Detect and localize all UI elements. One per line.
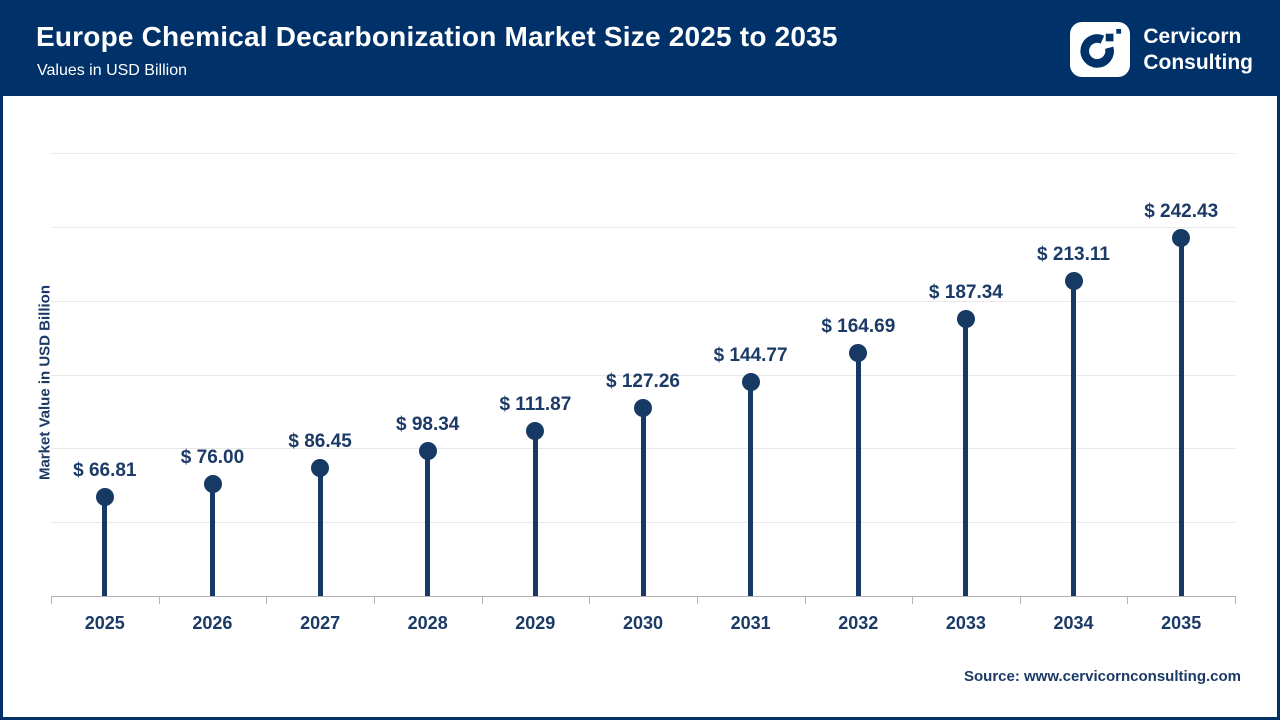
x-axis-tick bbox=[912, 596, 914, 604]
x-tick-label: 2027 bbox=[300, 613, 341, 633]
chart-area: Market Value in USD Billion $ 66.81 2025 $… bbox=[3, 98, 1277, 717]
lollipop-stem bbox=[317, 468, 323, 596]
x-tick-label: 2028 bbox=[407, 613, 448, 633]
lollipop-stem bbox=[1071, 281, 1076, 596]
lollipop-stem bbox=[855, 352, 861, 596]
lollipop-dot bbox=[1064, 272, 1083, 291]
x-axis-tick bbox=[373, 596, 375, 604]
lollipop-dot bbox=[418, 441, 437, 460]
source-text: Source: www.cervicornconsulting.com bbox=[963, 668, 1241, 685]
x-tick-label: 2033 bbox=[945, 613, 986, 633]
brand-name-line2: Consulting bbox=[1143, 50, 1253, 74]
x-tick-label: 2032 bbox=[838, 613, 879, 633]
logo-c-icon bbox=[1080, 28, 1122, 68]
x-tick-label: 2026 bbox=[192, 613, 233, 633]
x-axis-tick bbox=[1127, 596, 1129, 604]
gridline bbox=[51, 153, 1235, 154]
brand-logo: Cervicorn Consulting bbox=[1070, 3, 1253, 96]
value-label: $ 98.34 bbox=[395, 413, 460, 435]
lollipop-dot bbox=[849, 343, 868, 362]
plot-region: $ 66.81 2025 $ 76.00 2026 $ 86.45 2027 $ 98.34… bbox=[3, 98, 1277, 717]
lollipop-stem bbox=[748, 382, 754, 596]
value-label: $ 242.43 bbox=[1144, 201, 1219, 222]
lollipop-stem bbox=[425, 450, 431, 596]
value-label: $ 213.11 bbox=[1037, 244, 1110, 266]
lollipop-stem bbox=[1178, 238, 1184, 596]
brand-name-line1: Cervicorn bbox=[1143, 24, 1242, 48]
x-tick-label: 2034 bbox=[1053, 613, 1094, 633]
value-label: $ 86.45 bbox=[288, 431, 352, 453]
value-label: $ 76.00 bbox=[180, 446, 245, 468]
gridline bbox=[51, 226, 1235, 228]
lollipop-dot bbox=[1172, 229, 1191, 247]
x-axis-line bbox=[51, 596, 1235, 597]
value-label: $ 127.26 bbox=[606, 371, 680, 393]
page-title: Europe Chemical Decarbonization Market S… bbox=[36, 21, 838, 52]
lollipop-stem bbox=[963, 319, 969, 596]
lollipop-dot bbox=[956, 310, 975, 329]
x-tick-label: 2025 bbox=[84, 613, 125, 633]
x-axis-tick bbox=[589, 596, 591, 604]
x-axis-tick bbox=[804, 596, 806, 604]
x-tick-label: 2029 bbox=[515, 613, 556, 633]
x-axis-tick bbox=[481, 596, 483, 604]
x-axis-tick bbox=[1235, 596, 1236, 604]
x-axis-tick bbox=[1019, 596, 1021, 604]
lollipop-stem bbox=[102, 497, 108, 596]
x-tick-label: 2035 bbox=[1161, 613, 1202, 633]
value-label: $ 187.34 bbox=[928, 282, 1003, 304]
x-axis-tick bbox=[696, 596, 698, 604]
x-tick-label: 2031 bbox=[730, 613, 771, 633]
lollipop-stem bbox=[532, 430, 538, 596]
gridline bbox=[51, 300, 1235, 302]
brand-name: Cervicorn Consulting bbox=[1143, 24, 1253, 76]
lollipop-dot bbox=[741, 373, 760, 392]
value-label: $ 164.69 bbox=[821, 315, 896, 337]
cervicorn-logo-icon bbox=[1070, 22, 1131, 77]
lollipop-dot bbox=[95, 488, 114, 507]
lollipop-dot bbox=[311, 459, 330, 478]
lollipop-dot bbox=[203, 474, 222, 493]
value-label: $ 66.81 bbox=[73, 460, 137, 482]
x-axis-tick bbox=[158, 596, 160, 604]
lollipop-dot bbox=[526, 421, 545, 440]
lollipop-stem bbox=[210, 483, 215, 596]
x-axis-tick bbox=[266, 596, 268, 604]
gridline bbox=[51, 374, 1235, 376]
header-banner: Europe Chemical Decarbonization Market S… bbox=[3, 3, 1277, 96]
x-tick-label: 2030 bbox=[622, 613, 663, 633]
value-label: $ 111.87 bbox=[499, 393, 572, 415]
page-subtitle: Values in USD Billion bbox=[37, 62, 187, 79]
lollipop-stem bbox=[640, 408, 646, 596]
x-axis-tick bbox=[51, 596, 52, 604]
value-label: $ 144.77 bbox=[713, 345, 788, 367]
lollipop-dot bbox=[634, 399, 652, 418]
